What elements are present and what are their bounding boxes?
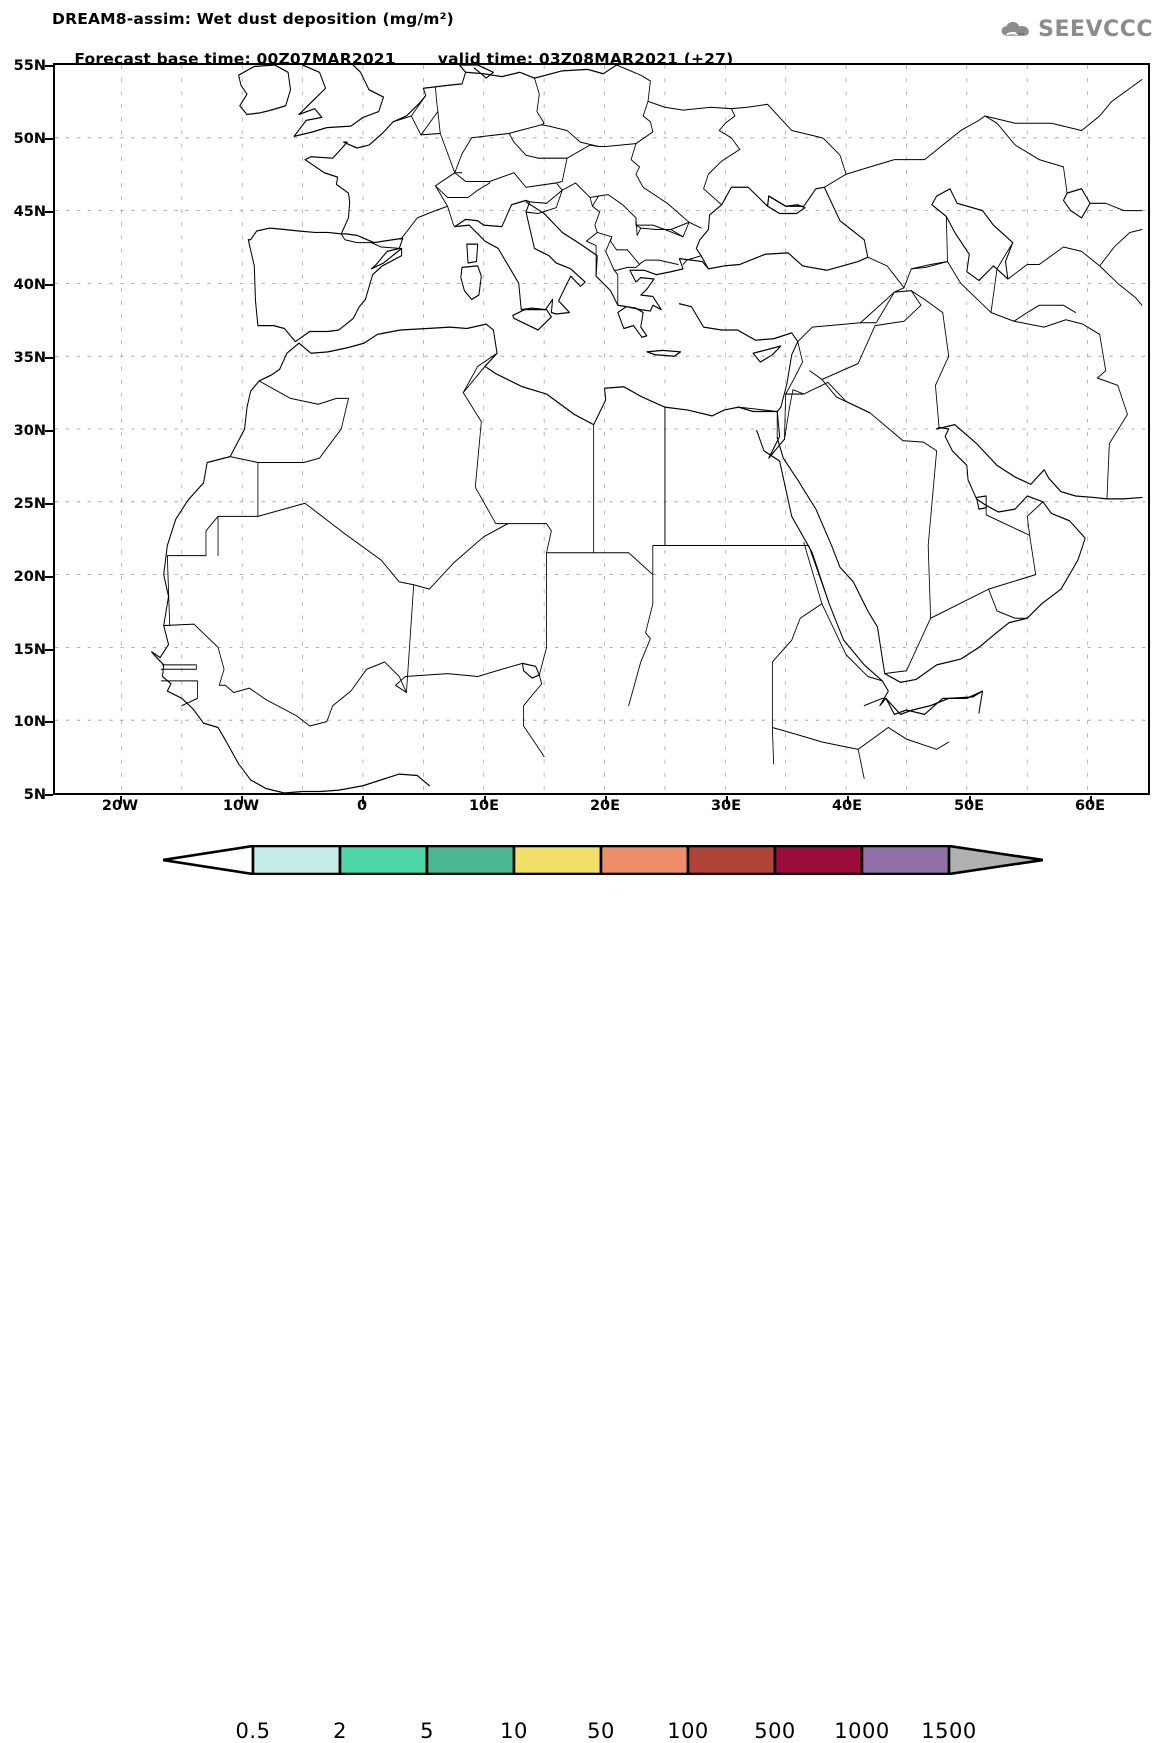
y-tick-mark [45, 649, 53, 651]
x-tick-mark [362, 796, 364, 804]
colorbar-segment [425, 845, 516, 875]
colorbar-label-4: 50 [587, 1719, 615, 1743]
x-tick-40E: 40E [831, 798, 863, 814]
cloud-icon [1001, 21, 1029, 37]
colorbar-segment [599, 845, 690, 875]
y-tick-mark [45, 430, 53, 432]
y-tick-5N: 5N [23, 787, 46, 803]
colorbar-segment [512, 845, 603, 875]
y-tick-35N: 35N [13, 350, 46, 366]
logo-text: SEEVCCC [1038, 17, 1153, 42]
x-tick-mark [241, 796, 243, 804]
colorbar-label-6: 500 [754, 1719, 796, 1743]
y-tick-mark [45, 357, 53, 359]
y-tick-30N: 30N [13, 423, 46, 439]
colorbar-label-1: 2 [333, 1719, 347, 1743]
colorbar-under-arrow [163, 845, 255, 875]
x-tick-60E: 60E [1074, 798, 1106, 814]
colorbar-segment [686, 845, 777, 875]
y-tick-50N: 50N [13, 131, 46, 147]
x-tick-mark [1090, 796, 1092, 804]
colorbar-segment [773, 845, 864, 875]
colorbar-label-2: 5 [420, 1719, 434, 1743]
colorbar-svg [163, 845, 1043, 875]
map-gridlines [55, 65, 1148, 793]
x-tick-50E: 50E [953, 798, 985, 814]
colorbar-label-3: 10 [500, 1719, 528, 1743]
x-tick-mark [847, 796, 849, 804]
colorbar-segment [338, 845, 429, 875]
y-tick-mark [45, 211, 53, 213]
y-tick-mark [45, 284, 53, 286]
x-tick-10E: 10E [468, 798, 500, 814]
y-tick-20N: 20N [13, 569, 46, 585]
x-tick-mark [484, 796, 486, 804]
x-tick-mark [726, 796, 728, 804]
y-tick-55N: 55N [13, 58, 46, 74]
y-tick-mark [45, 503, 53, 505]
y-tick-mark [45, 138, 53, 140]
map-panel[interactable] [53, 63, 1150, 795]
y-tick-40N: 40N [13, 277, 46, 293]
map-coastlines [151, 65, 1143, 793]
y-tick-10N: 10N [13, 714, 46, 730]
x-tick-mark [969, 796, 971, 804]
x-tick-0: 0 [356, 798, 368, 814]
x-tick-mark [605, 796, 607, 804]
x-tick-10W: 10W [222, 798, 260, 814]
y-tick-mark [45, 576, 53, 578]
colorbar-label-7: 1000 [834, 1719, 890, 1743]
colorbar-label-8: 1500 [921, 1719, 977, 1743]
y-tick-45N: 45N [13, 204, 46, 220]
x-tick-20W: 20W [101, 798, 139, 814]
colorbar-label-0: 0.5 [235, 1719, 271, 1743]
y-tick-25N: 25N [13, 496, 46, 512]
colorbar-label-5: 100 [667, 1719, 709, 1743]
seevccc-logo: SEEVCCC [1001, 12, 1153, 48]
page-title: DREAM8-assim: Wet dust deposition (mg/m²… [52, 10, 454, 28]
x-tick-30E: 30E [710, 798, 742, 814]
map-frame [53, 63, 1150, 795]
colorbar-over-arrow [947, 845, 1043, 875]
map-canvas [55, 65, 1148, 793]
colorbar-segment [860, 845, 951, 875]
x-tick-20E: 20E [589, 798, 621, 814]
x-tick-mark [120, 796, 122, 804]
y-tick-mark [45, 794, 53, 796]
y-tick-mark [45, 721, 53, 723]
header: DREAM8-assim: Wet dust deposition (mg/m²… [0, 0, 1165, 68]
colorbar-segment [251, 845, 342, 875]
colorbar: 0.5 2 5 10 50 100 500 1000 1500 [163, 845, 1043, 1743]
y-tick-15N: 15N [13, 642, 46, 658]
